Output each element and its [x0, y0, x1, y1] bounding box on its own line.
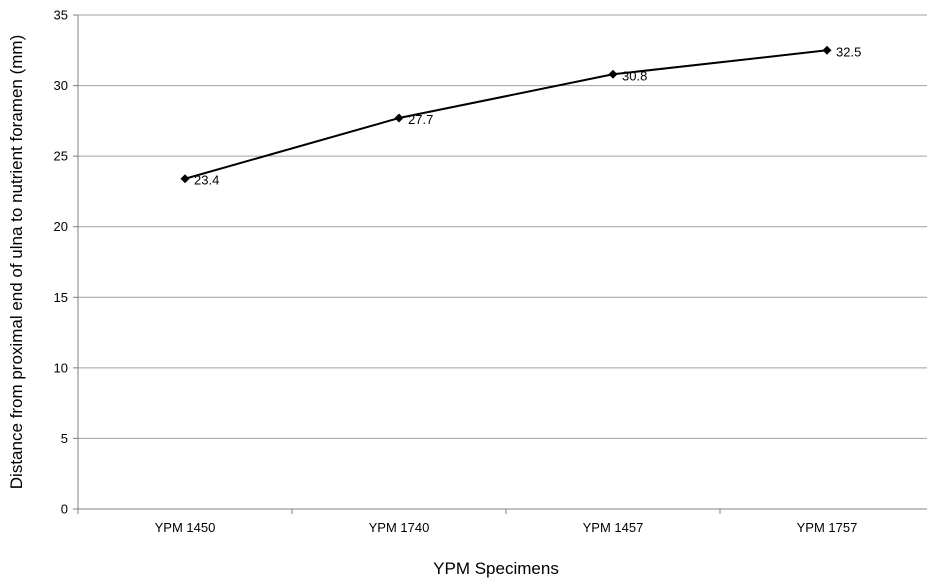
data-point-marker: [823, 46, 832, 55]
data-labels: 23.4 27.7 30.8 32.5: [194, 44, 861, 187]
y-axis-title: Distance from proximal end of ulna to nu…: [7, 35, 26, 489]
series-line: [185, 50, 827, 178]
x-axis-title: YPM Specimens: [433, 559, 559, 578]
y-tick-label: 15: [54, 290, 68, 305]
data-label: 27.7: [408, 112, 433, 127]
data-point-marker: [181, 174, 190, 183]
y-tick-label: 10: [54, 360, 68, 375]
y-tick-label: 30: [54, 78, 68, 93]
y-tick-label: 35: [54, 8, 68, 23]
axes: [73, 15, 927, 514]
data-label: 23.4: [194, 173, 219, 188]
y-tick-labels: 0 5 10 15 20 25 30 35: [54, 8, 68, 517]
y-tick-label: 5: [61, 431, 68, 446]
data-point-marker: [395, 114, 404, 123]
data-label: 32.5: [836, 44, 861, 59]
x-category-labels: YPM 1450 YPM 1740 YPM 1457 YPM 1757: [155, 520, 858, 535]
x-category-label: YPM 1740: [369, 520, 430, 535]
x-category-label: YPM 1457: [583, 520, 644, 535]
x-category-label: YPM 1757: [797, 520, 858, 535]
y-tick-label: 20: [54, 219, 68, 234]
gridlines: [78, 15, 927, 438]
y-tick-label: 0: [61, 502, 68, 517]
series-line-group: [181, 46, 832, 183]
data-label: 30.8: [622, 68, 647, 83]
y-tick-label: 25: [54, 149, 68, 164]
data-point-marker: [609, 70, 618, 79]
x-category-label: YPM 1450: [155, 520, 216, 535]
